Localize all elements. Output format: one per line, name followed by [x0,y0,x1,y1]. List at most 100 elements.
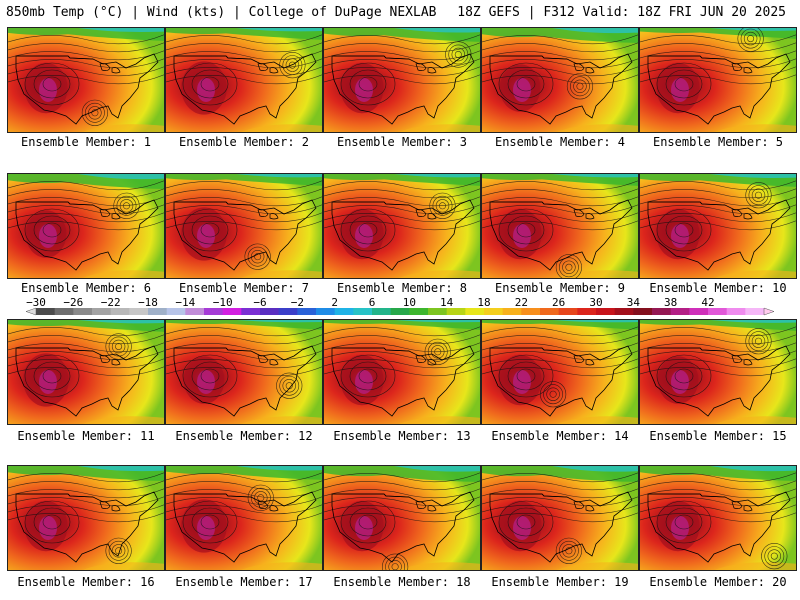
map-title: 850mb Temp (°C) | Wind (kts) | College o… [6,5,437,20]
colorbar-segment [577,308,597,315]
ensemble-member-map [639,173,797,279]
colorbar-tick-label: −6 [253,296,267,309]
ensemble-member-label: Ensemble Member: 4 [494,135,626,149]
colorbar-tick-label: −14 [175,296,196,309]
ensemble-member-map [7,173,165,279]
colorbar-min-arrow [25,307,37,316]
ensemble-member-label: Ensemble Member: 6 [20,281,152,295]
colorbar-segment [241,308,261,315]
colorbar-tick-label: −26 [63,296,84,309]
ensemble-member-map [165,173,323,279]
ensemble-member-label: Ensemble Member: 5 [652,135,784,149]
temperature-wind-map [482,320,638,424]
ensemble-member-map [639,27,797,133]
colorbar-segment [558,308,578,315]
ensemble-member-label: Ensemble Member: 16 [17,575,155,589]
ensemble-member-map [323,319,481,425]
ensemble-member-map [639,465,797,571]
colorbar-segment [689,308,709,315]
ensemble-member-map [7,319,165,425]
temperature-wind-map [640,174,796,278]
colorbar-segment [652,308,672,315]
colorbar-segment [502,308,522,315]
ensemble-member-label: Ensemble Member: 8 [336,281,468,295]
temperature-wind-map [324,28,480,132]
ensemble-member-label: Ensemble Member: 14 [491,429,629,443]
colorbar-segment [129,308,149,315]
colorbar-segment [596,308,616,315]
ensemble-member-map [7,27,165,133]
colorbar-segment [204,308,224,315]
colorbar-segment [372,308,392,315]
temperature-wind-map [8,320,164,424]
temperature-wind-map [640,466,796,570]
colorbar-segment [633,308,653,315]
colorbar-segment [409,308,429,315]
ensemble-member-map [481,465,639,571]
ensemble-member-label: Ensemble Member: 13 [333,429,471,443]
colorbar-segment [484,308,504,315]
temperature-colorbar: −30 −26 −22 −18 −14 −10 −6 −2 2 6 10 14 18 22 26 30 34 38… [0,296,800,320]
temperature-wind-map [8,466,164,570]
colorbar-segment [670,308,690,315]
ensemble-member-label: Ensemble Member: 18 [333,575,471,589]
ensemble-member-map [7,465,165,571]
colorbar-max-arrow [763,307,775,316]
colorbar-tick-label: −22 [100,296,121,309]
ensemble-member-map [323,173,481,279]
colorbar-tick-label: 6 [368,296,376,309]
colorbar-tick-label: 10 [402,296,416,309]
ensemble-member-label: Ensemble Member: 1 [20,135,152,149]
ensemble-member-map [481,319,639,425]
colorbar-tick-label: 18 [477,296,491,309]
ensemble-member-map [165,465,323,571]
colorbar-tick-label: 42 [701,296,715,309]
colorbar-segment [260,308,280,315]
colorbar-segment [36,308,56,315]
ensemble-member-map [323,27,481,133]
ensemble-member-map [481,27,639,133]
temperature-wind-map [324,466,480,570]
colorbar-segment [334,308,354,315]
colorbar-segment [390,308,410,315]
ensemble-member-map [481,173,639,279]
colorbar-tick-label: −10 [212,296,233,309]
colorbar-segment [521,308,541,315]
colorbar-tick-label: 34 [626,296,640,309]
colorbar-segment [316,308,336,315]
temperature-wind-map [8,28,164,132]
colorbar-segment [297,308,317,315]
colorbar-tick-label: 26 [552,296,566,309]
colorbar-segment [708,308,728,315]
colorbar-segment [614,308,634,315]
ensemble-member-map [323,465,481,571]
ensemble-member-map [639,319,797,425]
temperature-wind-map [324,320,480,424]
temperature-wind-map [166,28,322,132]
temperature-wind-map [166,174,322,278]
ensemble-member-label: Ensemble Member: 19 [491,575,629,589]
model-run-info: 18Z GEFS | F312 Valid: 18Z FRI JUN 20 20… [457,5,786,20]
temperature-wind-map [166,466,322,570]
colorbar-tick-label: 14 [440,296,454,309]
colorbar-segment [166,308,186,315]
ensemble-member-label: Ensemble Member: 17 [175,575,313,589]
ensemble-member-label: Ensemble Member: 9 [494,281,626,295]
colorbar-segment [222,308,242,315]
ensemble-member-label: Ensemble Member: 3 [336,135,468,149]
colorbar-segment [540,308,560,315]
colorbar-segment [185,308,205,315]
colorbar-tick-label: −2 [290,296,304,309]
colorbar-segment [110,308,130,315]
temperature-wind-map [166,320,322,424]
colorbar-tick-label: −18 [138,296,158,309]
colorbar-segment [446,308,466,315]
colorbar-segment [428,308,448,315]
ensemble-member-label: Ensemble Member: 15 [649,429,787,443]
temperature-wind-map [482,174,638,278]
colorbar-graphic [25,307,775,316]
colorbar-segment [353,308,373,315]
temperature-wind-map [482,28,638,132]
colorbar-segment [54,308,74,315]
colorbar-segment [745,308,765,315]
